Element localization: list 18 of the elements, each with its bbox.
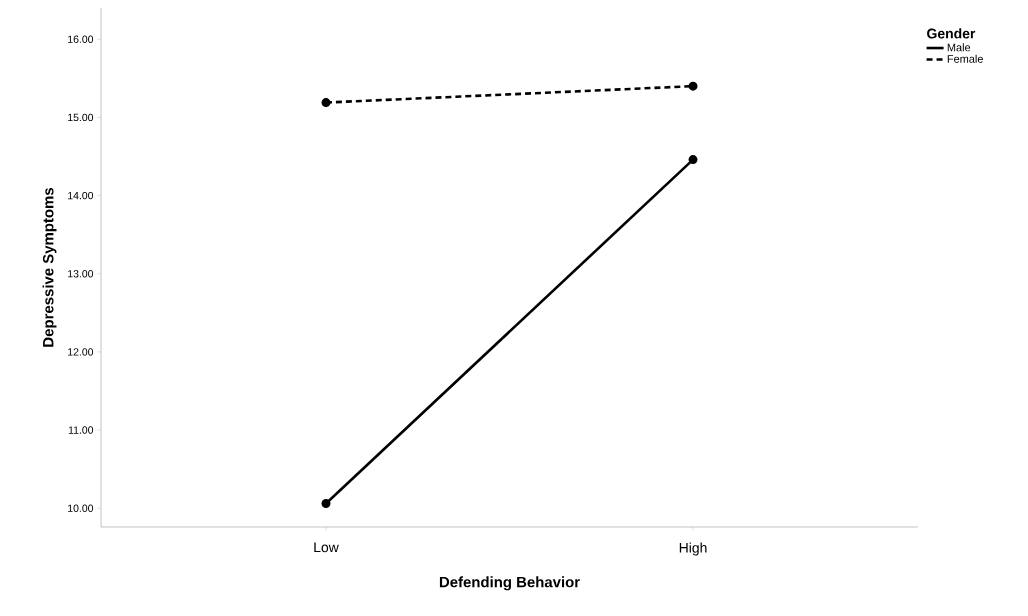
y-tick-label: 16.00 (68, 35, 94, 43)
y-tick-label: 10.00 (68, 504, 94, 512)
legend-title: Gender (927, 28, 976, 39)
x-tick-label: High (679, 542, 707, 556)
legend-label: Female (947, 54, 983, 63)
point (321, 98, 331, 108)
y-tick-label: 14.00 (68, 191, 94, 200)
y-tick-label: 12.00 (68, 348, 94, 356)
x-tick-label: Low (314, 542, 339, 553)
point (321, 499, 331, 509)
y-tick-label: 11.00 (68, 426, 94, 434)
legend-label: Male (947, 43, 971, 52)
point (688, 81, 698, 91)
y-tick-label: 15.00 (68, 113, 94, 122)
y-axis-title: Depressive Symptoms (42, 187, 57, 347)
point (688, 155, 698, 165)
y-tick-label: 13.00 (68, 270, 94, 278)
x-axis-title: Defending Behavior (439, 576, 580, 591)
